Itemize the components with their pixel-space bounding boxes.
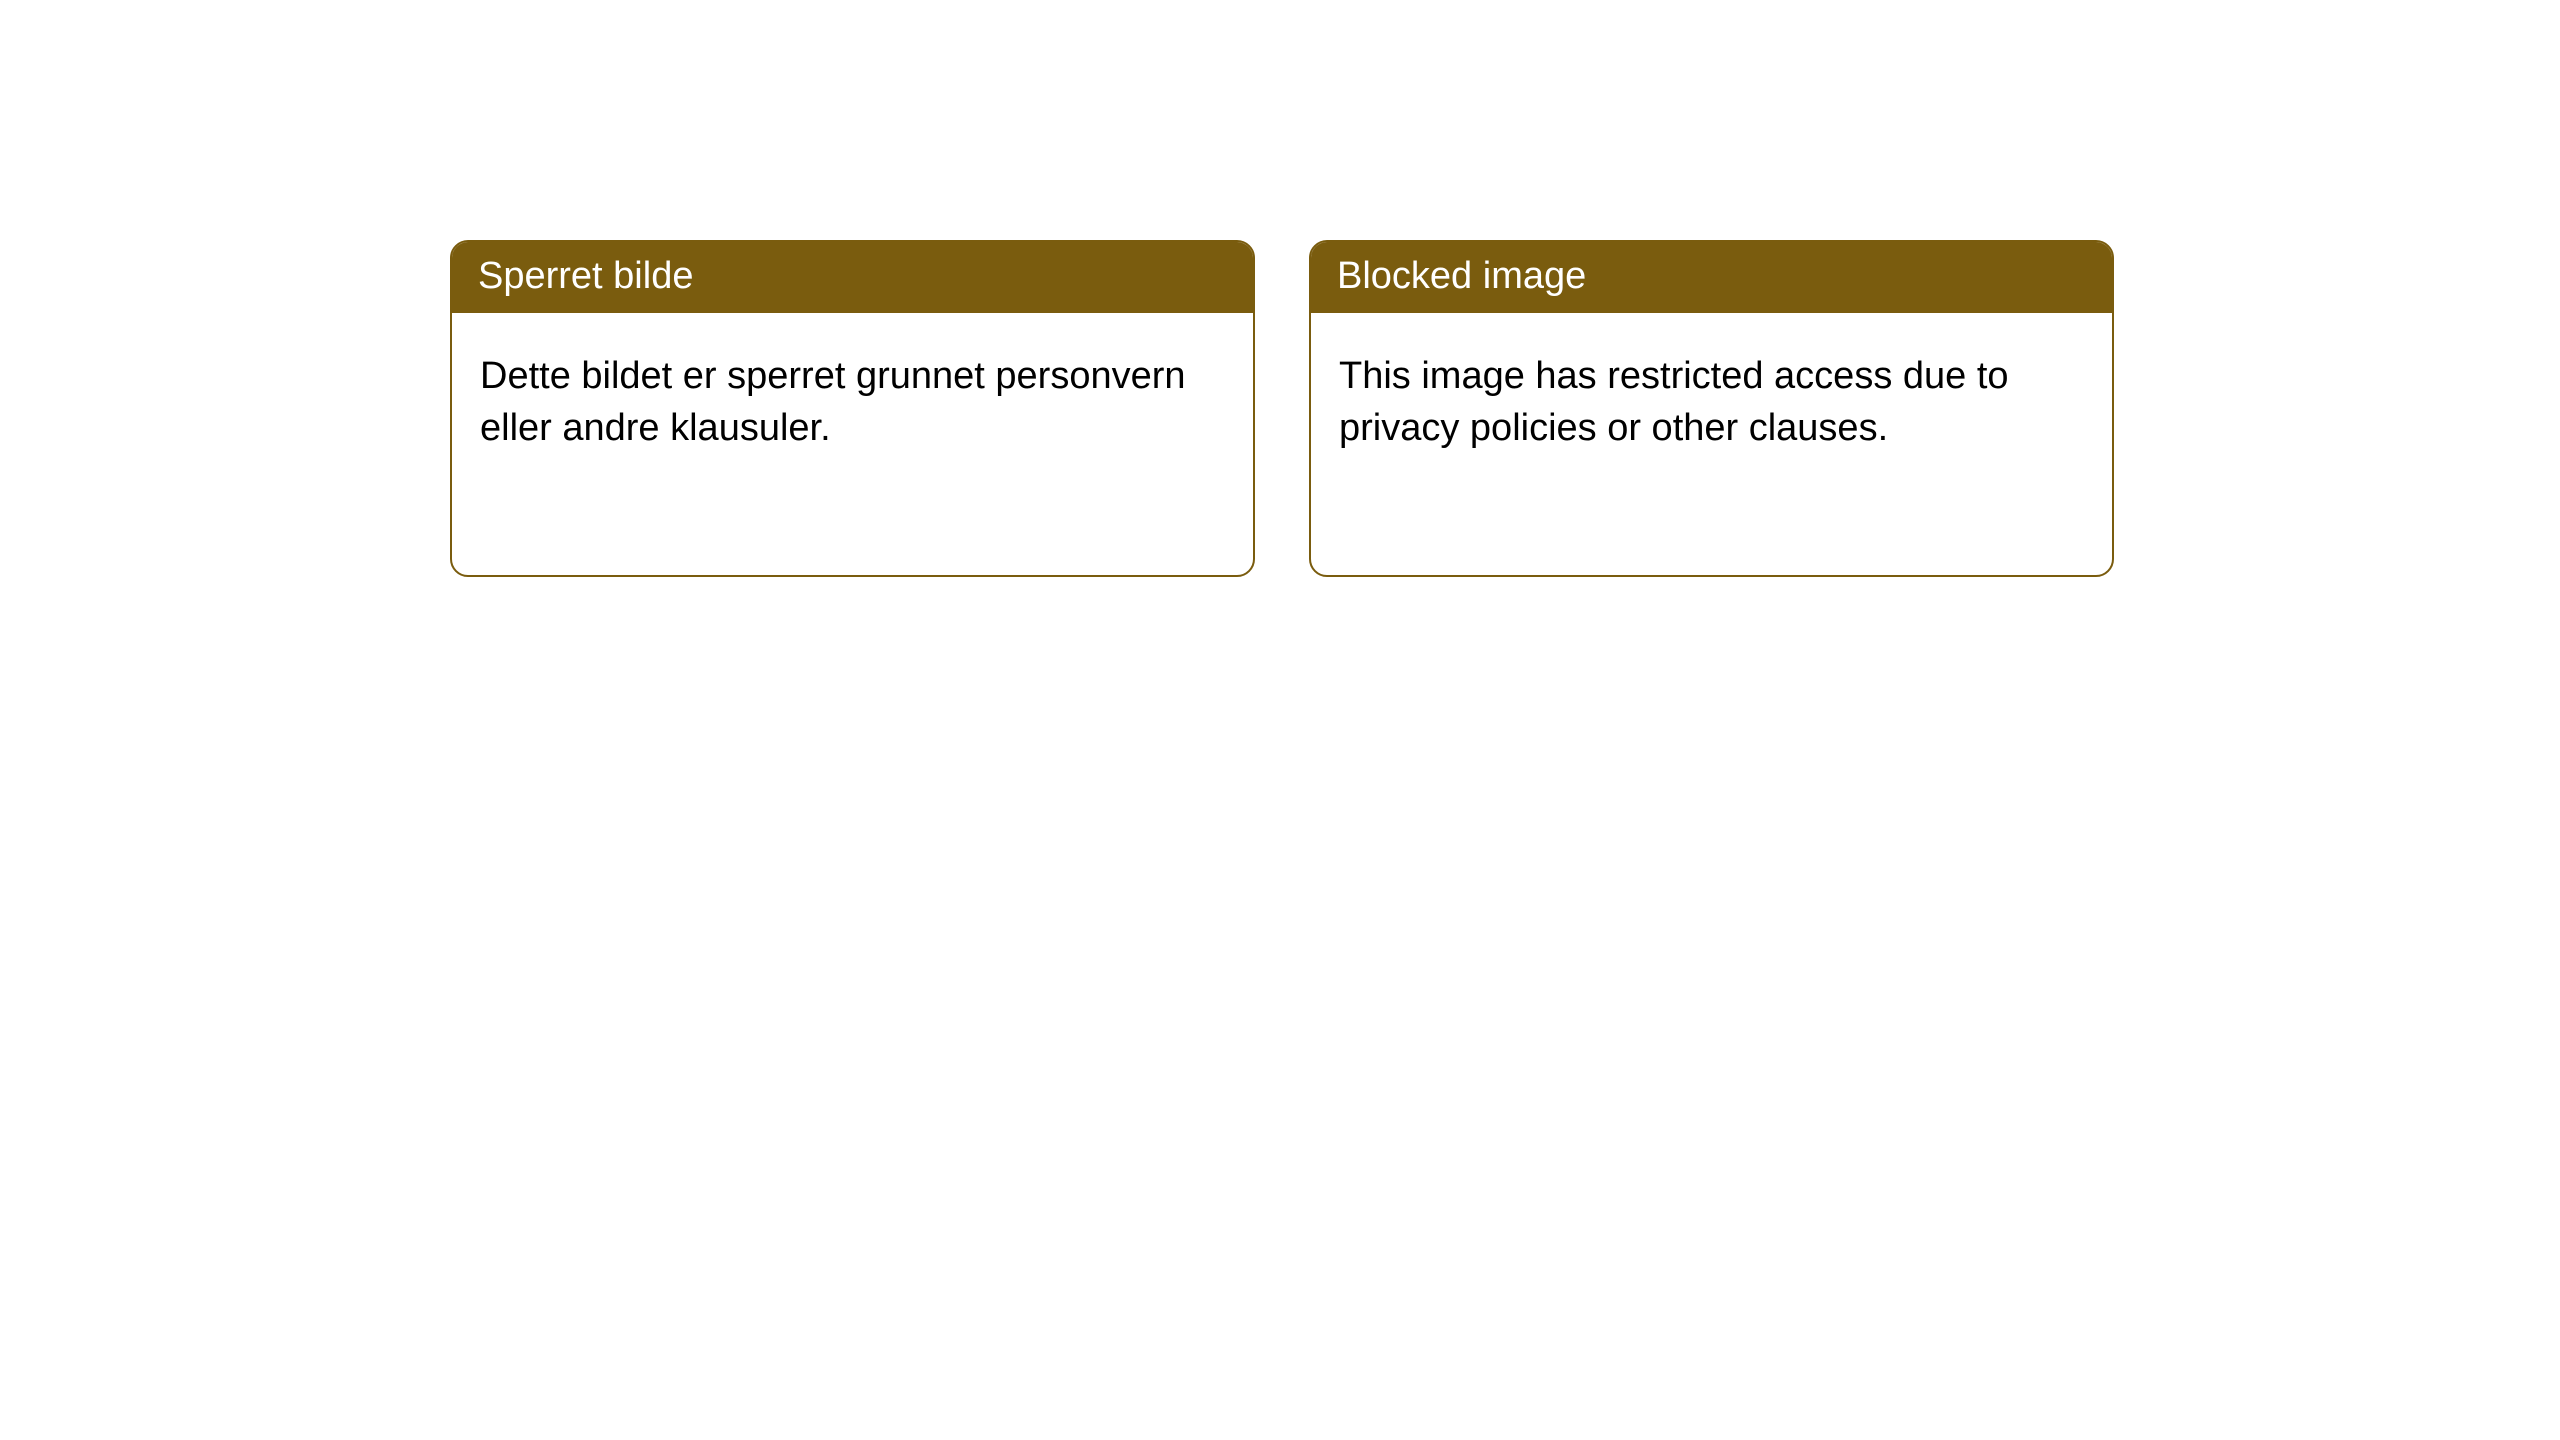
notice-title-norwegian: Sperret bilde — [452, 242, 1253, 313]
notice-title-english: Blocked image — [1311, 242, 2112, 313]
notice-body-english: This image has restricted access due to … — [1311, 313, 2112, 482]
notice-card-norwegian: Sperret bilde Dette bildet er sperret gr… — [450, 240, 1255, 577]
notice-container: Sperret bilde Dette bildet er sperret gr… — [0, 0, 2560, 577]
notice-card-english: Blocked image This image has restricted … — [1309, 240, 2114, 577]
notice-body-norwegian: Dette bildet er sperret grunnet personve… — [452, 313, 1253, 482]
